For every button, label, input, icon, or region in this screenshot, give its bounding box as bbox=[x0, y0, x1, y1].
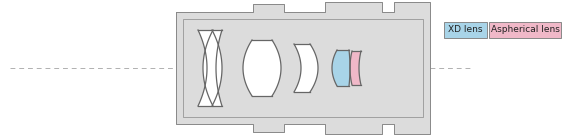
Polygon shape bbox=[176, 2, 430, 134]
Polygon shape bbox=[294, 44, 318, 92]
Bar bbox=[183, 19, 423, 117]
Polygon shape bbox=[198, 30, 222, 106]
Polygon shape bbox=[332, 50, 350, 86]
FancyBboxPatch shape bbox=[489, 22, 561, 38]
Polygon shape bbox=[243, 40, 281, 96]
Text: XD lens: XD lens bbox=[448, 26, 483, 35]
Text: Aspherical lens: Aspherical lens bbox=[490, 26, 560, 35]
FancyBboxPatch shape bbox=[444, 22, 487, 38]
Polygon shape bbox=[350, 51, 361, 85]
Polygon shape bbox=[203, 30, 222, 106]
